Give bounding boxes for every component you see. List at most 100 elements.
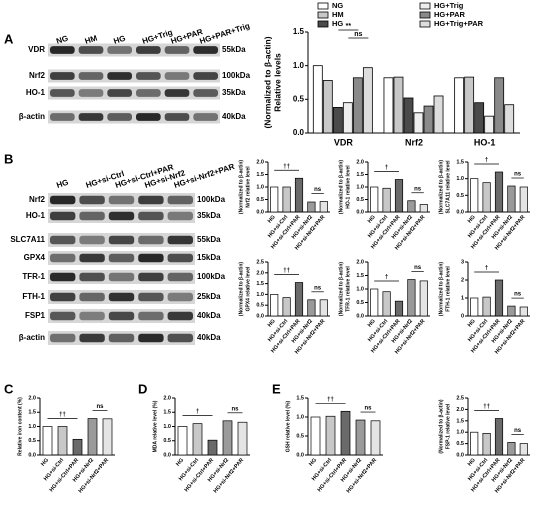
y-tick-label: 1.0 — [256, 292, 264, 298]
bar — [482, 182, 491, 213]
bar — [307, 299, 316, 317]
y-axis-label: GSH relative level (%) — [285, 400, 291, 452]
bar — [294, 177, 304, 213]
y-axis-label: GPX4 relative level — [245, 266, 251, 311]
blot-band — [50, 235, 76, 245]
bar — [87, 418, 98, 456]
y-tick-label: 0.5 — [456, 441, 464, 447]
x-tick-label: HG — [367, 318, 377, 328]
bar — [192, 423, 203, 456]
bar — [72, 438, 83, 456]
y-tick-label: 1.5 — [256, 281, 264, 287]
blot-band — [108, 292, 135, 302]
legend-label: HG — [332, 19, 343, 28]
bar — [470, 431, 479, 456]
bar — [382, 187, 391, 213]
y-axis-label: TFR-1 relative level — [345, 266, 351, 312]
blot-band — [107, 46, 132, 54]
blot-band — [138, 195, 164, 205]
blot-band — [108, 211, 135, 221]
size-label: 40kDa — [197, 311, 221, 320]
lane-label: HG+PAR+Trig — [198, 21, 251, 46]
y-tick-label: 0.5 — [163, 438, 171, 444]
blot-band — [78, 72, 104, 80]
bar — [482, 432, 491, 456]
y-axis-label: FTH-1 relative level — [445, 266, 451, 312]
protein-label: β-actin — [19, 112, 45, 121]
blot-band — [164, 46, 190, 54]
significance-label: ns — [514, 292, 522, 298]
y-axis-label: Relative iron content (%) — [17, 397, 23, 456]
panel-label: E — [272, 381, 281, 396]
bar — [504, 104, 515, 134]
blot-band — [167, 195, 193, 205]
legend-swatch — [419, 20, 431, 28]
y-tick-label: 0.5 — [356, 197, 364, 203]
bar — [370, 420, 381, 456]
legend-swatch — [317, 20, 329, 28]
panel-label: B — [4, 151, 13, 166]
bar — [102, 418, 113, 456]
blot-band — [164, 89, 190, 97]
protein-label: Nrf2 — [29, 71, 46, 80]
y-tick-label: 0.5 — [356, 300, 364, 306]
blot-band — [79, 272, 105, 282]
y-tick-label: 1.5 — [456, 418, 464, 424]
protein-label: HO-1 — [26, 211, 46, 220]
lane-label: HG — [55, 178, 69, 190]
x-tick-label: HO-1 — [474, 137, 496, 147]
blot-band — [167, 333, 193, 343]
x-tick-label: HG — [40, 457, 50, 467]
legend-label: HM — [332, 10, 344, 19]
lane-label: HG — [112, 34, 126, 46]
bar — [433, 95, 444, 134]
significance-label: ns — [354, 31, 362, 38]
blot-band — [136, 72, 161, 80]
size-label: 35kDa — [222, 88, 246, 97]
blot-band — [167, 253, 193, 263]
size-label: 100kDa — [197, 195, 226, 204]
bar — [362, 67, 373, 134]
y-tick-label: 2.0 — [456, 407, 464, 413]
significance-label: ns — [514, 428, 522, 434]
bar — [519, 443, 528, 456]
x-tick-label: HG — [308, 457, 318, 467]
significance-label: ns — [314, 187, 322, 193]
bar — [413, 112, 424, 134]
x-tick-label: HG — [267, 214, 277, 224]
blot-band — [193, 72, 218, 80]
significance-label: ns — [96, 404, 104, 410]
blot-band — [193, 89, 218, 97]
bar — [464, 76, 475, 134]
y-tick-label: 1 — [461, 295, 464, 301]
bar — [282, 186, 291, 213]
x-tick-label: HG — [175, 457, 185, 467]
significance-label: ns — [364, 406, 372, 412]
significance-label: † — [485, 158, 488, 164]
bar — [294, 282, 304, 317]
significance-label: † — [385, 275, 388, 281]
size-label: 100kDa — [222, 71, 251, 80]
significance-label: ns — [314, 285, 322, 291]
y-axis-label: Nrf2 relative level — [245, 166, 251, 208]
bar — [423, 105, 434, 134]
y-tick-label: 3 — [461, 259, 464, 265]
legend-swatch — [419, 2, 431, 10]
y-tick-label: 1.0 — [28, 424, 36, 430]
blot-band — [79, 253, 105, 263]
blot-band — [136, 46, 161, 54]
blot-band — [138, 272, 164, 282]
x-tick-label: HG — [467, 214, 477, 224]
bar — [519, 306, 528, 317]
bar — [207, 439, 218, 456]
y-tick-label: 1.5 — [296, 395, 304, 401]
bar — [312, 65, 323, 134]
y-axis-label: HO-1 relative level — [345, 165, 351, 209]
bar — [507, 305, 516, 317]
blot-band — [50, 292, 76, 302]
bar — [57, 426, 68, 456]
lane-label: NG — [55, 34, 69, 46]
y-tick-label: 0.0 — [356, 209, 364, 215]
legend-label: HG+Trig+PAR — [434, 19, 484, 28]
